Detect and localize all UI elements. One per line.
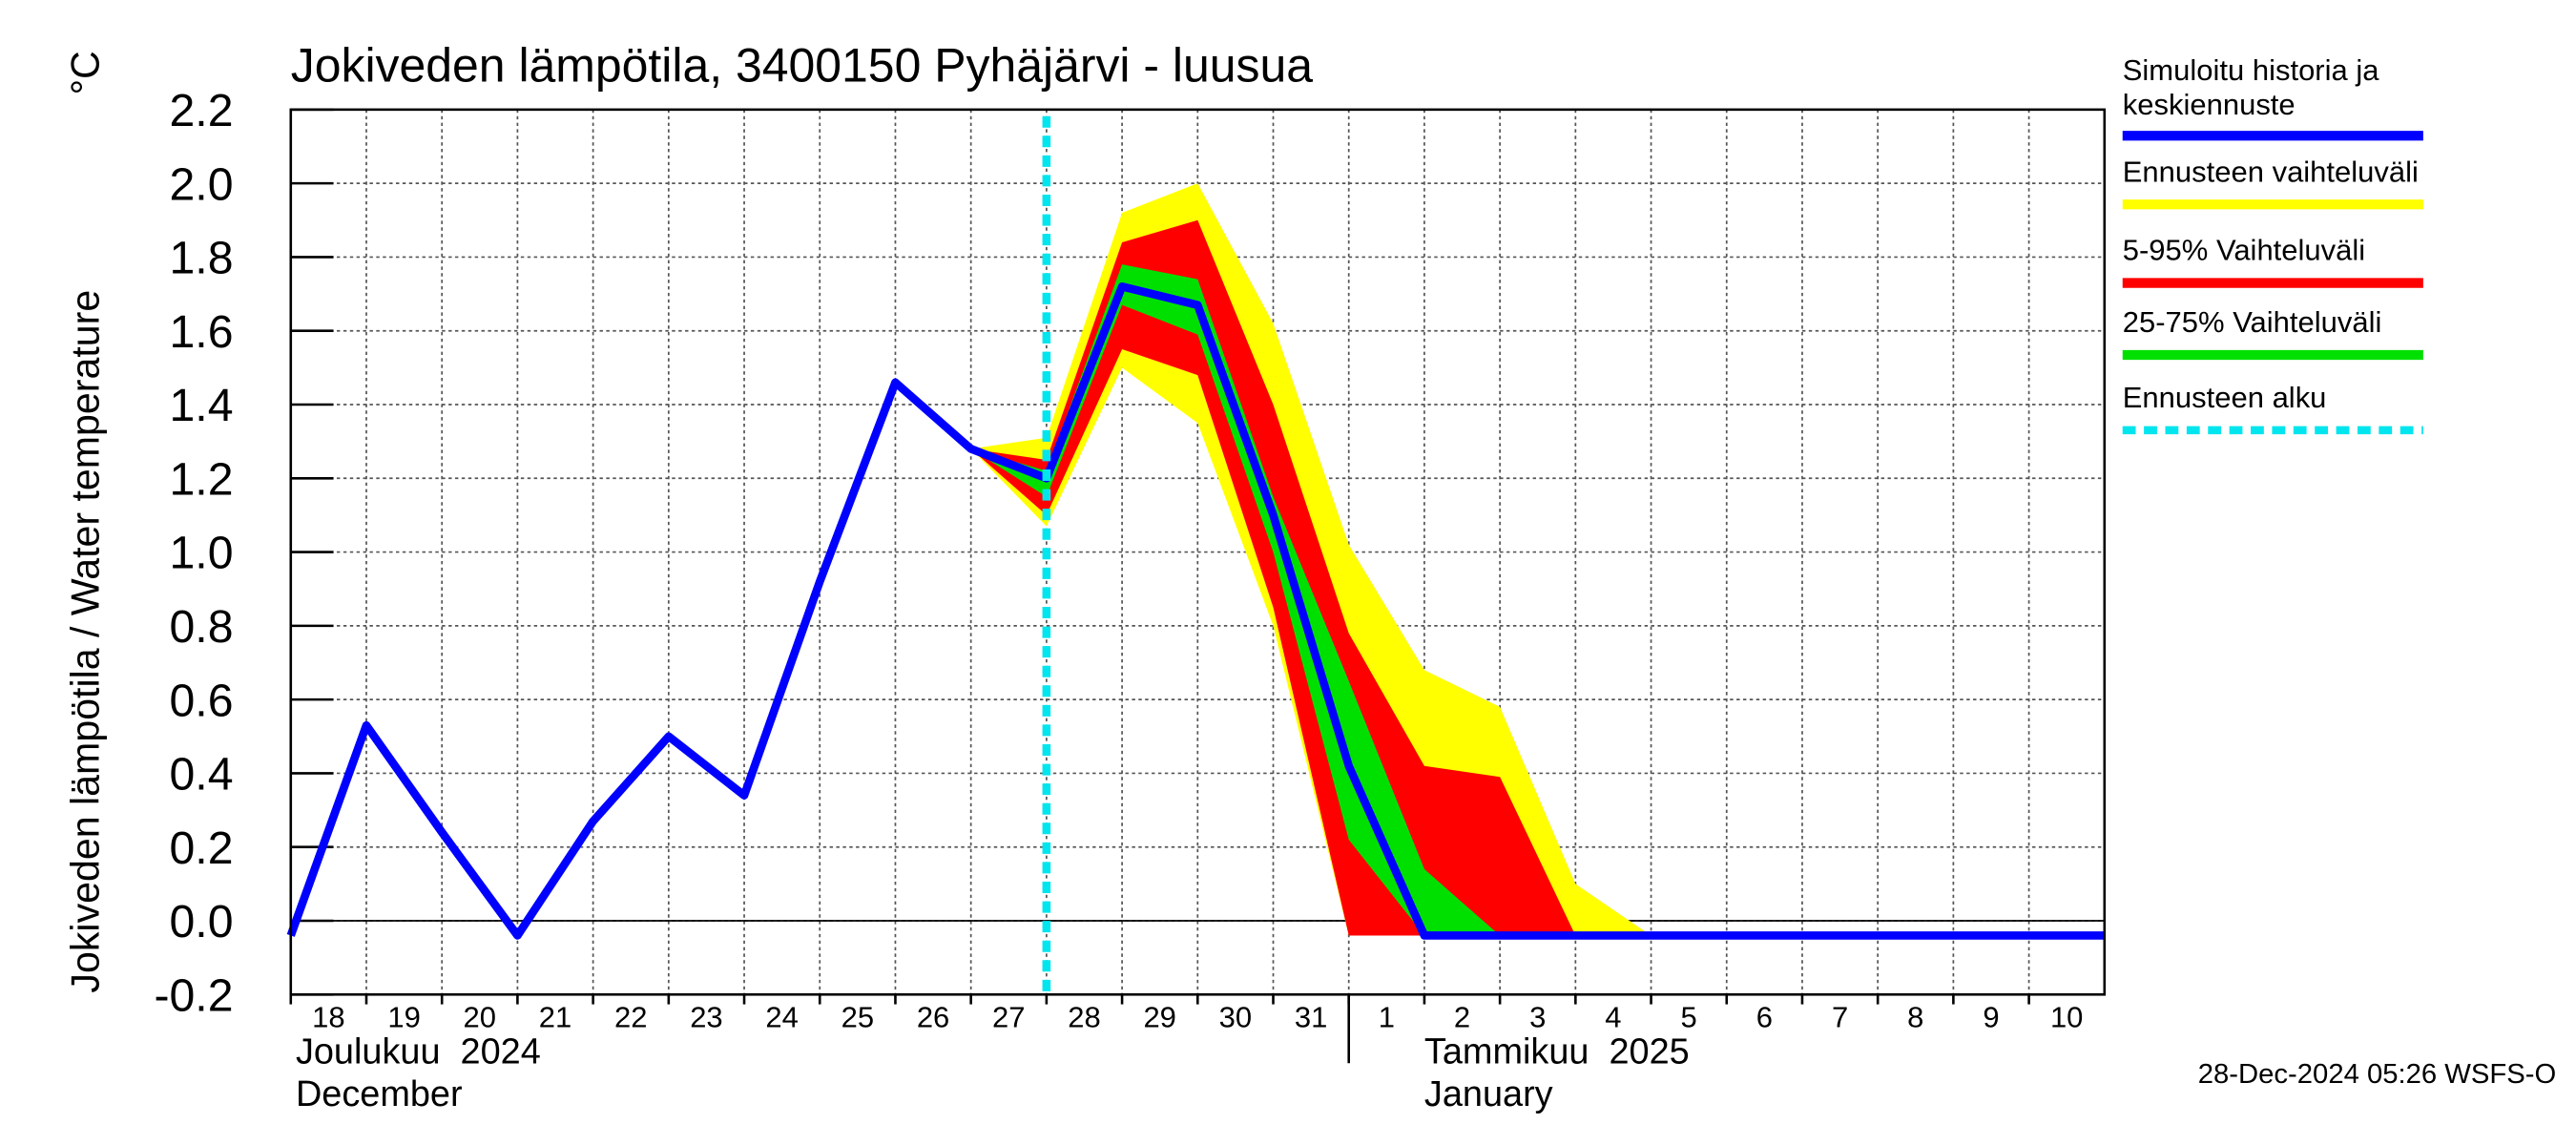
- month-label: Tammikuu 2025: [1424, 1031, 1690, 1072]
- y-tick-label: 1.4: [170, 380, 234, 431]
- y-tick-label: 0.2: [170, 822, 234, 874]
- y-tick-label: 0.0: [170, 896, 234, 947]
- x-tick-label: 19: [387, 1001, 420, 1034]
- legend-label: Ennusteen alku: [2122, 381, 2327, 414]
- x-tick-label: 29: [1143, 1001, 1175, 1034]
- x-tick-label: 27: [992, 1001, 1025, 1034]
- x-tick-label: 31: [1295, 1001, 1327, 1034]
- x-tick-label: 26: [917, 1001, 949, 1034]
- legend-entry: Simuloitu historia ja keskiennuste: [2122, 53, 2379, 121]
- x-tick-label: 9: [1983, 1001, 1999, 1034]
- legend-entry: 5-95% Vaihteluväli: [2122, 234, 2366, 267]
- y-tick-label: 1.0: [170, 528, 234, 579]
- x-tick-label: 5: [1681, 1001, 1697, 1034]
- y-tick-label: 1.6: [170, 306, 234, 358]
- x-tick-label: 25: [841, 1001, 874, 1034]
- x-tick-label: 6: [1756, 1001, 1773, 1034]
- x-tick-label: 22: [614, 1001, 647, 1034]
- y-tick-label: -0.2: [154, 970, 233, 1022]
- x-tick-label: 4: [1605, 1001, 1621, 1034]
- legend-label: Simuloitu historia ja keskiennuste: [2122, 53, 2379, 121]
- legend-label: Ennusteen vaihteluväli: [2122, 155, 2419, 189]
- x-tick-label: 2: [1454, 1001, 1470, 1034]
- y-axis-unit: °C: [63, 51, 107, 94]
- x-tick-label: 7: [1832, 1001, 1848, 1034]
- legend-label: 25-75% Vaihteluväli: [2122, 305, 2382, 339]
- x-tick-label: 24: [765, 1001, 798, 1034]
- legend-entry: Ennusteen vaihteluväli: [2122, 155, 2419, 189]
- month-label: Joulukuu 2024: [296, 1031, 541, 1072]
- band: [970, 219, 1576, 936]
- y-tick-label: 0.8: [170, 601, 234, 653]
- plot-frame: [289, 108, 2107, 996]
- x-tick-label: 3: [1529, 1001, 1546, 1034]
- y-tick-label: 0.6: [170, 675, 234, 726]
- y-tick-label: 2.2: [170, 85, 234, 136]
- x-tick-label: 23: [690, 1001, 722, 1034]
- y-tick-label: 1.2: [170, 454, 234, 506]
- month-label: January: [1424, 1074, 1553, 1114]
- y-axis-label: Jokiveden lämpötila / Water temperature: [63, 290, 107, 993]
- legend-entry: Ennusteen alku: [2122, 381, 2327, 414]
- band: [970, 264, 1501, 936]
- month-label: December: [296, 1074, 463, 1114]
- x-tick-label: 10: [2050, 1001, 2083, 1034]
- x-tick-label: 8: [1907, 1001, 1923, 1034]
- x-tick-label: 30: [1219, 1001, 1252, 1034]
- x-tick-label: 28: [1068, 1001, 1100, 1034]
- line: [286, 282, 2105, 940]
- x-tick-label: 1: [1379, 1001, 1395, 1034]
- legend-label: 5-95% Vaihteluväli: [2122, 234, 2366, 267]
- x-tick-label: 18: [312, 1001, 344, 1034]
- legend-entry: 25-75% Vaihteluväli: [2122, 305, 2382, 339]
- footer: 28-Dec-2024 05:26 WSFS-O: [2198, 1059, 2557, 1090]
- chart-title: Jokiveden lämpötila, 3400150 Pyhäjärvi -…: [291, 39, 1314, 93]
- x-tick-label: 21: [539, 1001, 571, 1034]
- x-tick-label: 20: [464, 1001, 496, 1034]
- y-tick-label: 0.4: [170, 749, 234, 801]
- y-tick-label: 2.0: [170, 158, 234, 210]
- y-tick-label: 1.8: [170, 233, 234, 284]
